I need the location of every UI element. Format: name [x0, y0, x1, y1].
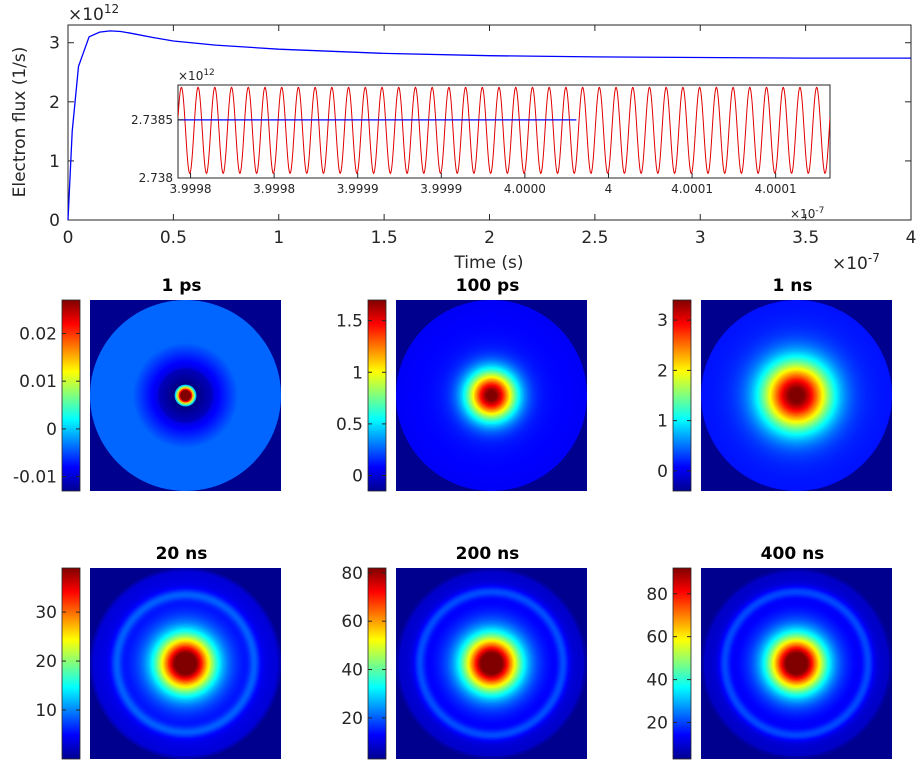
heatmap-ring [795, 662, 798, 665]
main-x-exponent: ×10-7 [832, 251, 880, 274]
colorbar-tick-label: 80 [646, 585, 668, 605]
colorbar-tick-label: 40 [646, 671, 668, 691]
main-x-tick-label: 3.5 [792, 228, 819, 248]
panel-title: 200 ns [456, 544, 520, 564]
inset-x-tick-label: 3.9998 [253, 182, 295, 196]
colorbar-tick-label: 0 [352, 467, 363, 487]
colorbar [672, 567, 692, 760]
main-x-tick-label: 0.5 [160, 228, 187, 248]
colorbar-tick-label: 1 [352, 363, 363, 383]
heatmap-panel: 1 ns 3 2 1 0 [657, 276, 892, 492]
heatmap-panel: 200 ns 80 60 40 20 [341, 544, 587, 760]
inset-x-tick-label: 4.0001 [755, 182, 797, 196]
main-x-tick-label: 2.5 [581, 228, 608, 248]
inset-y-exponent: ×1012 [178, 68, 215, 83]
panel-title: 20 ns [156, 544, 208, 564]
inset-x-tick-label: 3.9999 [420, 182, 462, 196]
inset-x-exponent: ×10-7 [790, 206, 824, 221]
colorbar [61, 299, 81, 492]
main-x-tick-label: 0 [63, 228, 74, 248]
heatmap-panel: 20 ns 30 20 10 [35, 544, 281, 760]
colorbar-tick-label: 2 [657, 361, 668, 381]
main-y-tick-label: 1 [49, 152, 60, 172]
main-x-tick-label: 2 [484, 228, 495, 248]
main-ylabel: Electron flux (1/s) [10, 47, 30, 198]
heatmap-ring [490, 394, 493, 397]
colorbar-tick-label: 20 [341, 709, 363, 729]
main-xlabel: Time (s) [453, 253, 523, 273]
colorbar-tick-label: 20 [35, 652, 57, 672]
colorbar-tick-label: 1 [657, 412, 668, 432]
oscillation-line [178, 86, 830, 175]
main-x-tick-label: 1.5 [371, 228, 398, 248]
inset-x-tick-label: 4 [605, 182, 613, 196]
main-y-exponent: ×1012 [68, 2, 119, 25]
colorbar-tick-label: 1.5 [336, 312, 363, 332]
panel-title: 100 ps [456, 276, 520, 296]
colorbar [672, 299, 692, 492]
heatmap-panel: 1 ps 0.02 0.01 0 -0.01 [13, 276, 281, 492]
inset-x-ticks: 3.9998 3.9998 3.9999 3.9999 4.0000 4 4.0001 4.0… [170, 173, 797, 196]
colorbar-tick-label: 20 [646, 714, 668, 734]
panel-title: 1 ns [773, 276, 813, 296]
colorbar-tick-label: 60 [341, 612, 363, 632]
heatmap-ring [184, 662, 187, 665]
colorbar-tick-label: -0.01 [13, 468, 57, 488]
colorbar-tick-label: 30 [35, 603, 57, 623]
colorbar-tick-label: 10 [35, 701, 57, 721]
inset-x-tick-label: 3.9999 [337, 182, 379, 196]
inset-plot: 3.9998 3.9998 3.9999 3.9999 4.0000 4 4.0001 4.0… [131, 68, 831, 221]
colorbar [61, 567, 81, 760]
heatmap-ring [490, 662, 493, 665]
inset-y-tick-label: 2.7385 [131, 113, 173, 127]
colorbar-tick-label: 0.02 [19, 324, 57, 344]
colorbar [367, 299, 387, 492]
heatmap-ring [184, 394, 187, 397]
colorbar-tick-label: 3 [657, 311, 668, 331]
heatmap-ring [795, 394, 798, 397]
inset-x-tick-label: 4.0001 [671, 182, 713, 196]
inset-y-tick-label: 2.738 [139, 171, 173, 185]
inset-x-tick-label: 4.0000 [504, 182, 546, 196]
main-x-tick-label: 1 [273, 228, 284, 248]
heatmap-panel: 100 ps 1.5 1 0.5 0 [336, 276, 587, 492]
main-y-tick-label: 0 [49, 211, 60, 231]
heatmap-panel: 400 ns 80 60 40 20 [646, 544, 892, 760]
panel-title: 400 ns [761, 544, 825, 564]
inset-axes-box [177, 84, 831, 179]
colorbar-tick-label: 80 [341, 564, 363, 584]
colorbar-tick-label: 0.01 [19, 372, 57, 392]
flux-line [67, 30, 911, 221]
main-y-tick-label: 2 [49, 93, 60, 113]
colorbar [367, 567, 387, 760]
main-x-ticks: 0 0.5 1 1.5 2 2.5 3 3.5 4 [63, 25, 917, 248]
colorbar-tick-label: 0.5 [336, 415, 363, 435]
main-x-tick-label: 3 [695, 228, 706, 248]
colorbar-tick-label: 40 [341, 661, 363, 681]
colorbar-tick-label: 60 [646, 628, 668, 648]
inset-y-ticks: 2.738 2.7385 [131, 113, 183, 185]
colorbar-tick-label: 0 [46, 420, 57, 440]
inset-x-tick-label: 3.9998 [170, 182, 212, 196]
panel-title: 1 ps [161, 276, 201, 296]
colorbar-tick-label: 0 [657, 462, 668, 482]
main-x-tick-label: 4 [906, 228, 917, 248]
main-y-tick-label: 3 [49, 34, 60, 54]
